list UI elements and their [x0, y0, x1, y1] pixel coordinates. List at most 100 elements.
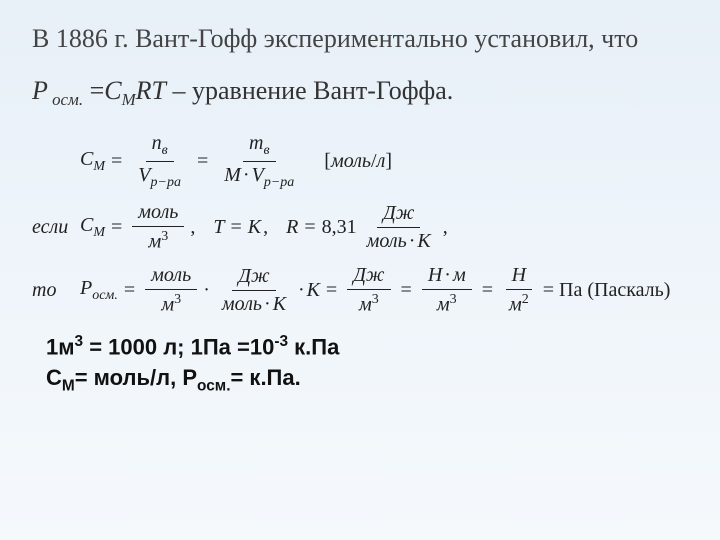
m: м [359, 293, 372, 315]
frac-Nm-m3: Н·м м3 [422, 264, 472, 317]
sup-3: -3 [274, 333, 288, 350]
dot: · [243, 164, 250, 186]
cm-definition-row: CM = nв Vр−ра = mв M·Vр−ра [ моль / л ] [32, 132, 688, 191]
n: n [152, 132, 162, 154]
Posm: Pосм. [80, 277, 118, 304]
then-row: то Pосм. = моль м3 · Дж моль·К · К = Дж … [32, 264, 688, 317]
vant-hoff-equation: P осм. =CMRT – уравнение Вант-Гоффа. [32, 76, 688, 110]
sub-rra: р−ра [264, 175, 294, 190]
comma: , [443, 216, 448, 239]
m: м [453, 264, 466, 286]
bottom-conversions: 1м3 = 1000 л; 1Па =10-3 к.Па СМ= моль/л,… [32, 332, 688, 396]
V: V [252, 164, 264, 186]
then-math: Pосм. = моль м3 · Дж моль·К · К = Дж м3 … [80, 264, 670, 317]
sup3: 3 [450, 292, 457, 307]
J: Дж [232, 265, 275, 291]
osm: осм. [92, 288, 118, 303]
m: м [161, 293, 174, 315]
dot: · [298, 279, 305, 302]
m: м [509, 293, 522, 315]
symbol-RT: RT [136, 76, 166, 105]
Rval: 8,31 [322, 216, 357, 239]
frac-N-m2: Н м2 [503, 264, 535, 317]
sup3: 3 [75, 333, 84, 350]
prefix-if: если [32, 216, 80, 239]
bracket-open: [ [324, 150, 331, 173]
bracket-close: ] [385, 150, 392, 173]
K: K [248, 216, 261, 239]
subscript-M: M [122, 90, 136, 109]
subscript-osm: осм. [48, 90, 83, 109]
equation-tail: – уравнение Вант-Гоффа. [166, 76, 453, 105]
t: 1м [46, 335, 75, 360]
J: Дж [377, 202, 420, 228]
sub-M: M [93, 159, 105, 174]
symbol-P: P [32, 76, 48, 105]
comma: , [263, 216, 268, 239]
t: = к.Па. [230, 365, 300, 390]
m: м [437, 293, 450, 315]
formula-block: CM = nв Vр−ра = mв M·Vр−ра [ моль / л ] … [32, 132, 688, 317]
sup2: 2 [522, 292, 529, 307]
sup3: 3 [161, 229, 168, 244]
sup3: 3 [174, 292, 181, 307]
frac-J-m3: Дж м3 [347, 264, 390, 317]
M: M [224, 164, 241, 186]
sub-M: М [62, 377, 75, 394]
mol: моль [222, 293, 262, 315]
frac-m-over-MV: mв M·Vр−ра [218, 132, 300, 191]
eq: = [124, 279, 135, 302]
comma: , [190, 216, 195, 239]
eq: = [326, 279, 337, 302]
frac-J-molK: Дж моль·К [361, 202, 437, 253]
eq: = [482, 279, 493, 302]
dot: · [409, 230, 416, 252]
mol: моль [132, 201, 184, 227]
t: = моль/л, Р [75, 365, 197, 390]
conversion-line-1: 1м3 = 1000 л; 1Па =10-3 к.Па [46, 332, 688, 362]
N: Н [428, 264, 442, 286]
dot: · [444, 264, 451, 286]
pascal-tail: = Па (Паскаль) [543, 279, 671, 302]
prefix-then: то [32, 279, 80, 302]
cm-definition: CM = nв Vр−ра = mв M·Vр−ра [ моль / л ] [80, 132, 392, 191]
cm-lhs: CM [80, 148, 105, 175]
N: Н [506, 264, 532, 290]
t: к.Па [288, 335, 339, 360]
conversion-line-2: СМ= моль/л, Росм.= к.Па. [46, 363, 688, 397]
eq: = [197, 150, 208, 173]
eq: = [111, 216, 122, 239]
unit-mol: моль [331, 150, 371, 173]
K: К [307, 279, 320, 302]
sym-C: C [80, 148, 93, 170]
R: R [286, 216, 298, 239]
if-row: если CM = моль м3 , T = K , R = 8,31 Дж … [32, 201, 688, 254]
V: V [138, 164, 150, 186]
equals: = [83, 76, 104, 105]
eq: = [111, 150, 122, 173]
sub-v: в [263, 143, 269, 158]
frac-mol-m3: моль м3 [145, 264, 197, 317]
unit-l: л [377, 150, 386, 173]
sub-M: M [93, 225, 105, 240]
eq: = [401, 279, 412, 302]
frac-mol-m3: моль м3 [132, 201, 184, 254]
sub-rra: р−ра [151, 175, 181, 190]
symbol-C: C [104, 76, 121, 105]
t: = 1000 л; 1Па =10 [83, 335, 274, 360]
sub-osm: осм. [197, 377, 230, 394]
K: К [417, 230, 430, 252]
frac-J-molK: Дж моль·К [216, 265, 292, 316]
eq: = [231, 216, 242, 239]
C: C [80, 214, 93, 236]
dot: · [203, 279, 210, 302]
cm: CM [80, 214, 105, 241]
T: T [213, 216, 224, 239]
eq: = [304, 216, 315, 239]
dot: · [264, 293, 271, 315]
P: P [80, 277, 92, 299]
sub-v: в [162, 143, 168, 158]
t: С [46, 365, 62, 390]
m: м [148, 231, 161, 253]
mol: моль [145, 264, 197, 290]
